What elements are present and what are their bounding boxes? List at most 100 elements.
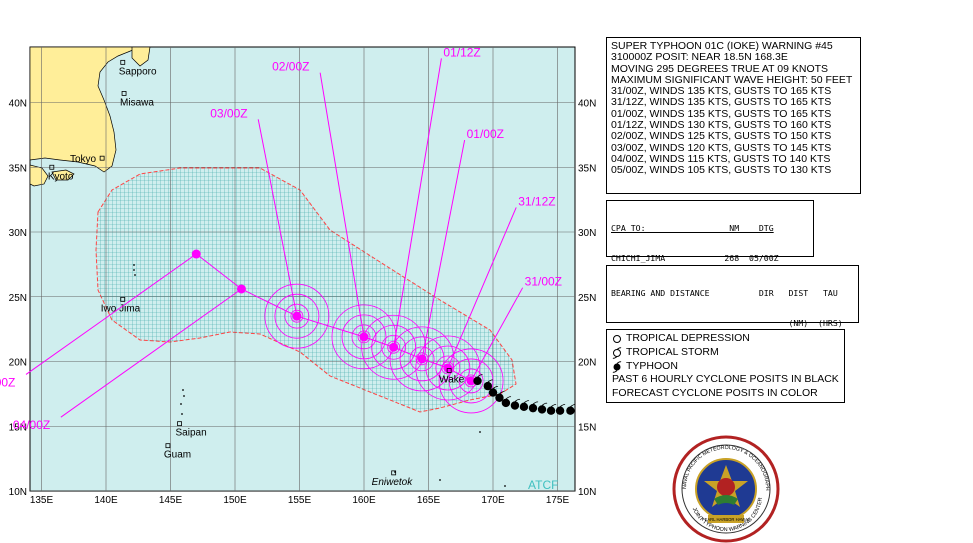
bearing-panel: BEARING AND DISTANCE DIR DIST TAU (NM) (… (606, 265, 859, 378)
jtwc-logo: NAVAL PACIFIC METEOROLOGY & OCEANOGRAPHY… (672, 435, 780, 543)
kyushu-land (30, 164, 49, 187)
wind-radius-ring (448, 358, 494, 404)
place-label: Tokyo (70, 154, 97, 165)
place-marker (177, 421, 182, 427)
warning-line-5: 31/12Z, WINDS 135 KTS, GUSTS TO 165 KTS (611, 96, 832, 109)
lon-tick-label: 165E (417, 495, 441, 506)
past-posit-marker (510, 401, 520, 410)
lon-tick-label: 170E (481, 495, 505, 506)
past-posit-marker (483, 381, 493, 391)
past-posit-tail (505, 396, 512, 400)
place-label: Wake (439, 375, 465, 386)
warning-line-7: 01/12Z, WINDS 130 KTS, GUSTS TO 160 KTS (611, 119, 832, 132)
legend-item-depression: TROPICAL DEPRESSION (612, 332, 839, 346)
warning-line-11: 05/00Z, WINDS 105 KTS, GUSTS TO 130 KTS (611, 164, 832, 177)
lon-tick-label: 135E (30, 495, 54, 506)
forecast-labels: 31/00Z 31/12Z 01/00Z 01/12Z 02/00Z 03/00Z 04/0… (0, 45, 562, 432)
place-marker (49, 164, 55, 170)
place-label: Iwo Jima (101, 303, 141, 314)
wind-radius-ring (361, 314, 427, 380)
past-posit-tail (499, 391, 505, 395)
warning-line-2: MOVING 295 DEGREES TRUE AT 09 KNOTS (611, 62, 829, 75)
lon-tick-label: 145E (159, 495, 183, 506)
forecast-label-leader (25, 253, 197, 375)
forecast-label-leader (257, 119, 298, 317)
wind-radius-ring (381, 334, 407, 360)
past-posit-tail (532, 401, 539, 405)
lat-tick-label-right: 15N (578, 422, 596, 433)
lat-tick-label-right: 25N (578, 293, 596, 304)
past-posit-marker (519, 402, 529, 412)
place-marker (446, 368, 452, 373)
lat-tick-label-right: 10N (578, 487, 596, 498)
sakhalin-land (131, 47, 151, 67)
past-posit-tail (492, 385, 499, 389)
wind-radius-ring (415, 335, 481, 401)
wind-radius-ring (409, 346, 435, 372)
lat-tick-label-right: 35N (578, 163, 596, 174)
place-label: Saipan (176, 428, 207, 439)
past-posit-tail (477, 374, 483, 378)
lat-tick-label-left: 20N (9, 358, 27, 369)
lat-tick-label-left: 35N (9, 163, 27, 174)
past-posit-tail (559, 404, 566, 408)
forecast-label-leader (421, 139, 466, 360)
forecast-time-label: 31/00Z (525, 275, 562, 289)
legend-item-typhoon: TYPHOON (612, 360, 839, 374)
wind-radius-ring (284, 303, 310, 329)
lat-tick-label-left: 25N (9, 293, 27, 304)
wind-radius-ring (399, 336, 445, 382)
wind-radius-ring (351, 324, 377, 350)
place-label: Kyoto (48, 171, 74, 182)
warning-line-8: 02/00Z, WINDS 125 KTS, GUSTS TO 150 KTS (611, 130, 832, 143)
place-marker (120, 59, 126, 65)
bearing-subheader: (NM) (HRS) (611, 318, 843, 328)
legend-panel: TROPICAL DEPRESSION TROPICAL STORM TYPHO… (606, 329, 845, 403)
forecast-time-label: 04/00Z (13, 418, 50, 432)
cpa-row-0: CHICHI_JIMA 268 05/00Z (611, 253, 779, 263)
islands (133, 264, 506, 487)
past-posit-marker (566, 406, 575, 415)
past-posit-tail (570, 404, 575, 408)
place-marker (121, 91, 127, 96)
lat-tick-label-right: 20N (578, 358, 596, 369)
typhoon-track-map: Sapporo Misawa Tokyo Kyoto Iwo Jima Saipan Gua… (0, 45, 597, 507)
past-posit-marker (488, 388, 498, 397)
forecast-time-label: 02/00Z (272, 60, 309, 74)
warning-line-4: 31/00Z, WINDS 135 KTS, GUSTS TO 165 KTS (611, 85, 832, 98)
past-posit-tail (523, 400, 530, 404)
place-marker (99, 155, 105, 161)
typhoon-icon (612, 361, 622, 373)
legend-label-depression: TROPICAL DEPRESSION (626, 332, 750, 345)
cpa-header: CPA TO: NM DTG (611, 223, 774, 233)
logo-ribbon: PEARL HARBOR HAWAII (702, 517, 750, 522)
wind-radius-ring (264, 283, 330, 349)
lon-tick-label: 155E (288, 495, 312, 506)
lat-tick-label-left: 10N (9, 487, 27, 498)
past-posit-tail (550, 404, 557, 408)
legend-note-past: PAST 6 HOURLY CYCLONE POSITS IN BLACK (612, 373, 839, 385)
past-posit-tail (487, 379, 494, 383)
warning-line-6: 01/00Z, WINDS 135 KTS, GUSTS TO 165 KTS (611, 107, 832, 120)
lon-tick-label: 160E (352, 495, 376, 506)
place-markers: Sapporo Misawa Tokyo Kyoto Iwo Jima Saipan Gua… (48, 59, 465, 488)
warning-line-1: 310000Z POSIT: NEAR 18.5N 168.3E (611, 51, 788, 64)
warning-line-9: 03/00Z, WINDS 120 KTS, GUSTS TO 145 KTS (611, 141, 832, 154)
wind-radius-ring (357, 330, 371, 344)
lon-tick-label: 175E (546, 495, 570, 506)
tropical-depression-icon (613, 335, 621, 343)
axis-labels: 135E 140E 145E 150E 155E 160E 165E 170E 175E 10N 1… (9, 99, 597, 507)
past-posit-marker (555, 406, 565, 415)
past-posit-marker (546, 406, 556, 415)
atcf-watermark: ATCF (528, 478, 558, 492)
cpa-panel: CPA TO: NM DTG CHICHI_JIMA 268 05/00ZIWO… (606, 200, 814, 293)
shikoku-land (51, 169, 75, 181)
lat-tick-label-left: 15N (9, 422, 27, 433)
lat-tick-label-right: 30N (578, 228, 596, 239)
wind-radius-ring (290, 309, 304, 323)
forecast-time-label: 01/12Z (443, 45, 480, 59)
japan-land (30, 47, 141, 173)
past-posit-marker (501, 398, 511, 408)
wind-radius-ring (425, 345, 471, 391)
past-posit-marker (537, 405, 547, 414)
